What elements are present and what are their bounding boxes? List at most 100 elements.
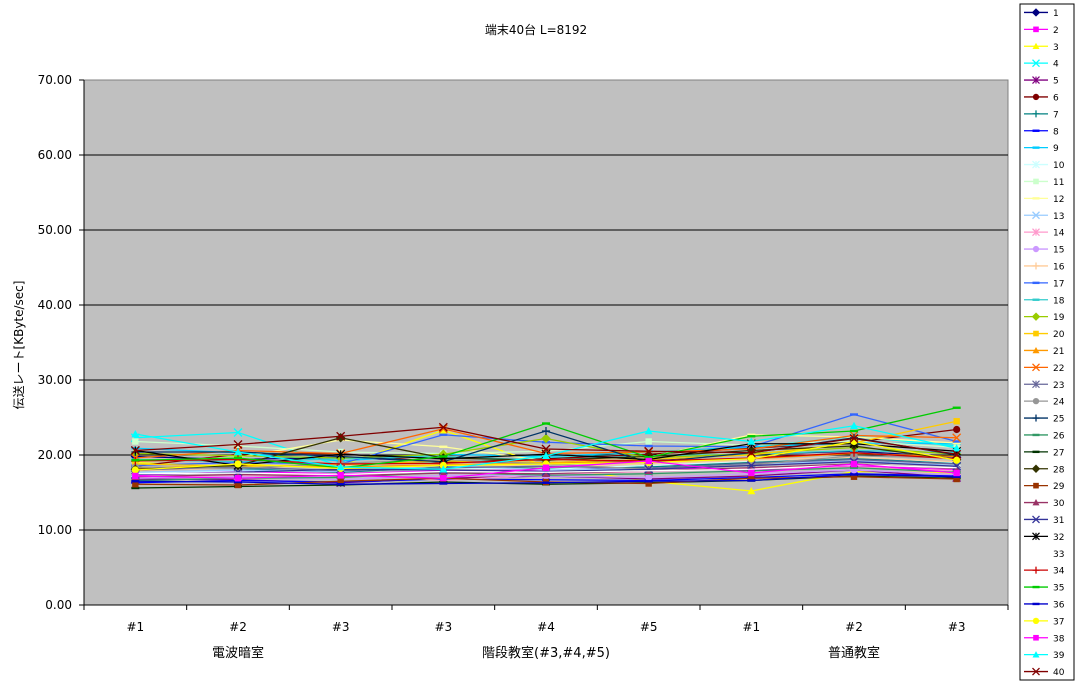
data-point (953, 475, 960, 483)
data-point (439, 433, 448, 436)
data-point (234, 456, 242, 460)
legend-item: 16 (1024, 262, 1065, 272)
legend-swatch-marker (1032, 211, 1040, 220)
data-point (131, 486, 140, 490)
y-tick-label: 50.00 (38, 223, 72, 237)
legend-label: 13 (1053, 212, 1064, 222)
legend-swatch-marker (1032, 602, 1040, 606)
legend-item: 34 (1024, 566, 1065, 577)
legend-item: 9 (1024, 144, 1059, 154)
data-point (644, 464, 654, 474)
legend-swatch-marker (1032, 76, 1040, 84)
data-point (438, 422, 448, 432)
legend-item: 18 (1024, 296, 1065, 306)
legend-swatch-marker (1033, 482, 1039, 489)
data-point (952, 444, 961, 452)
legend-item: 17 (1024, 279, 1064, 289)
data-point (542, 469, 550, 477)
data-point (541, 433, 551, 444)
legend-label: 38 (1053, 634, 1065, 644)
series-line (135, 464, 957, 476)
data-point (336, 483, 345, 486)
data-point (131, 480, 140, 483)
data-point (644, 427, 653, 435)
data-point (234, 480, 242, 484)
data-point (439, 480, 448, 484)
data-point (748, 475, 755, 482)
legend-box (1019, 3, 1075, 681)
data-point (542, 481, 550, 484)
series-39 (131, 421, 961, 473)
legend-swatch-marker (1032, 245, 1040, 253)
legend-swatch-marker (1033, 330, 1039, 337)
legend: 1234567891011121314151617181920212223242… (1019, 3, 1075, 681)
legend-label: 15 (1053, 246, 1064, 256)
legend-swatch-marker (1031, 464, 1041, 473)
legend-swatch-marker (1032, 129, 1040, 132)
legend-item: 12 (1024, 195, 1064, 205)
legend-label: 1 (1053, 9, 1059, 19)
legend-label: 35 (1053, 584, 1064, 594)
legend-label: 25 (1053, 415, 1064, 425)
legend-label: 8 (1053, 127, 1059, 137)
data-point (233, 440, 243, 449)
legend-label: 20 (1053, 330, 1065, 340)
x-tick-label: #1 (126, 620, 144, 634)
legend-item: 23 (1024, 380, 1064, 391)
data-point (746, 448, 756, 458)
legend-item: 25 (1024, 414, 1064, 425)
data-point (337, 478, 344, 485)
data-point (234, 448, 242, 456)
data-point (542, 427, 550, 435)
data-point (337, 472, 344, 479)
data-point (644, 456, 653, 459)
y-axis-label: 伝送レート[KByte/sec] (11, 281, 26, 410)
legend-label: 36 (1053, 600, 1065, 610)
y-tick-label: 10.00 (38, 523, 72, 537)
x-tick-label: #3 (332, 620, 350, 634)
data-point (439, 465, 448, 473)
data-point (233, 428, 243, 437)
legend-swatch-marker (1032, 228, 1040, 237)
y-tick-label: 30.00 (38, 373, 72, 387)
data-point (130, 446, 140, 455)
legend-item: 7 (1024, 110, 1059, 120)
legend-item: 4 (1024, 59, 1059, 70)
legend-item: 13 (1024, 211, 1064, 222)
data-point (439, 455, 448, 458)
data-point (132, 481, 139, 488)
legend-label: 9 (1053, 144, 1059, 154)
legend-item: 27 (1024, 448, 1064, 458)
legend-swatch-marker (1032, 363, 1040, 372)
legend-label: 27 (1053, 448, 1064, 458)
legend-item: 22 (1024, 363, 1064, 374)
legend-item: 19 (1024, 312, 1065, 323)
data-point (645, 480, 652, 487)
data-point (747, 455, 755, 463)
data-point (131, 459, 140, 462)
legend-label: 31 (1053, 516, 1064, 526)
legend-label: 28 (1053, 465, 1065, 475)
data-point (850, 473, 858, 476)
legend-item: 5 (1024, 76, 1059, 87)
legend-item: 20 (1024, 330, 1065, 340)
data-point (336, 463, 345, 471)
legend-item: 38 (1024, 634, 1065, 644)
legend-item: 8 (1024, 127, 1059, 137)
data-point (952, 440, 961, 443)
legend-item: 26 (1024, 431, 1065, 441)
data-point (953, 456, 961, 464)
legend-swatch-marker (1032, 160, 1040, 169)
data-point (952, 449, 962, 459)
legend-swatch-marker (1032, 59, 1040, 68)
data-point (645, 438, 652, 445)
legend-label: 40 (1053, 668, 1065, 678)
data-point (850, 448, 858, 457)
legend-item: 36 (1024, 600, 1065, 610)
x-tick-label: #2 (845, 620, 863, 634)
data-point (850, 429, 858, 433)
data-point (952, 433, 962, 443)
data-point (850, 413, 858, 416)
data-point (542, 464, 550, 471)
